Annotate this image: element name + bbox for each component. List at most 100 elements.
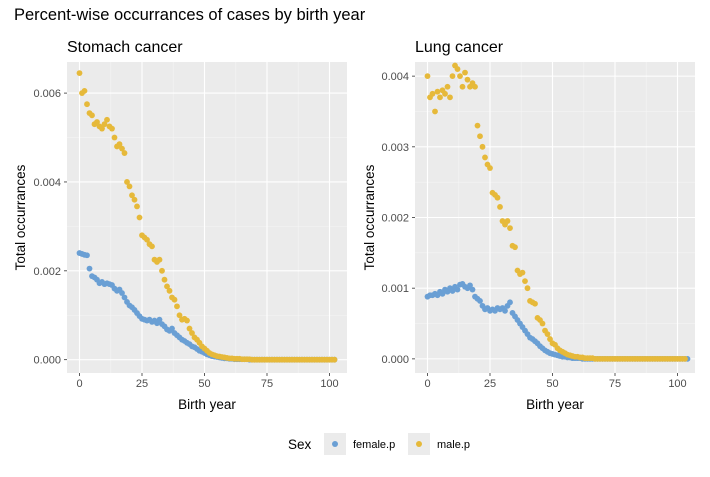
- y-tick-label: 0.000: [381, 354, 409, 366]
- data-point-male-p: [76, 70, 83, 77]
- x-axis-label: Birth year: [526, 397, 584, 412]
- data-point-male-p: [166, 287, 173, 294]
- legend-label-female: female.p: [353, 439, 395, 451]
- y-tick-label: 0.004: [33, 177, 61, 189]
- data-point-male-p: [99, 125, 105, 132]
- data-points: [76, 70, 338, 363]
- x-tick-label: 50: [546, 378, 558, 390]
- data-point-male-p: [464, 76, 471, 83]
- data-point-female-p: [121, 294, 128, 301]
- x-tick-labels: 0 25 50 75 100: [76, 373, 339, 390]
- data-point-female-p: [507, 299, 513, 306]
- data-point-male-p: [126, 183, 133, 190]
- data-point-male-p: [156, 256, 163, 263]
- x-axis-label: Birth year: [178, 397, 236, 412]
- data-point-male-p: [189, 330, 195, 336]
- data-point-male-p: [131, 196, 138, 203]
- data-point-male-p: [176, 312, 183, 319]
- data-point-male-p: [522, 278, 528, 285]
- y-tick-label: 0.002: [381, 213, 409, 225]
- y-axis-label: Total occurrances: [362, 164, 377, 270]
- data-point-female-p: [119, 290, 125, 296]
- data-point-male-p: [429, 90, 436, 97]
- data-point-male-p: [116, 141, 123, 148]
- data-point-male-p: [437, 94, 443, 101]
- data-point-male-p: [434, 88, 441, 95]
- data-point-female-p: [467, 282, 473, 289]
- x-tick-label: 0: [76, 378, 82, 390]
- data-point-male-p: [101, 121, 108, 128]
- data-point-male-p: [512, 244, 518, 251]
- data-point-male-p: [111, 134, 118, 141]
- data-point-female-p: [84, 252, 90, 259]
- data-point-female-p: [477, 298, 483, 304]
- data-point-male-p: [447, 94, 453, 101]
- data-point-male-p: [174, 303, 180, 310]
- y-tick-label: 0.006: [33, 88, 61, 100]
- x-tick-label: 0: [424, 378, 430, 390]
- data-point-male-p: [109, 125, 115, 132]
- x-tick-label: 75: [609, 378, 621, 390]
- data-point-male-p: [119, 145, 125, 152]
- y-tick-label: 0.003: [381, 142, 409, 154]
- data-point-male-p: [507, 225, 513, 232]
- data-point-male-p: [444, 83, 451, 90]
- data-point-male-p: [184, 317, 190, 324]
- x-tick-label: 75: [261, 378, 273, 390]
- data-point-male-p: [472, 83, 478, 90]
- y-tick-label: 0.000: [33, 355, 61, 367]
- data-point-male-p: [136, 214, 143, 221]
- data-point-female-p: [169, 325, 175, 332]
- data-point-male-p: [682, 355, 688, 362]
- data-point-male-p: [171, 296, 178, 303]
- data-point-male-p: [94, 119, 100, 125]
- panel-title: Stomach cancer: [67, 39, 183, 56]
- data-point-female-p: [502, 307, 508, 314]
- data-point-male-p: [144, 236, 150, 243]
- y-axis-label: Total occurrances: [13, 164, 28, 270]
- data-point-male-p: [84, 101, 90, 108]
- data-point-male-p: [129, 192, 135, 199]
- x-tick-label: 100: [668, 378, 686, 390]
- y-tick-label: 0.001: [381, 283, 409, 295]
- x-tick-label: 100: [320, 378, 338, 390]
- data-point-female-p: [469, 286, 476, 293]
- gridlines: [415, 62, 695, 373]
- data-point-male-p: [494, 194, 501, 201]
- data-point-male-p: [524, 285, 531, 292]
- panel-lung-cancer: Lung cancer 0.000 0.001 0.002 0.003 0.004 0 2…: [362, 39, 695, 412]
- legend-key-male: [416, 441, 422, 447]
- data-point-male-p: [164, 283, 170, 290]
- data-point-male-p: [519, 269, 526, 276]
- data-point-male-p: [81, 87, 88, 94]
- data-point-male-p: [479, 143, 486, 150]
- data-point-male-p: [544, 331, 551, 338]
- data-point-male-p: [149, 243, 155, 250]
- data-point-male-p: [504, 218, 511, 224]
- data-point-male-p: [477, 133, 483, 140]
- data-point-male-p: [482, 154, 488, 161]
- figure-title: Percent-wise occurrances of cases by bir…: [14, 6, 366, 24]
- data-point-male-p: [532, 300, 538, 307]
- x-tick-labels: 0 25 50 75 100: [424, 373, 687, 390]
- data-point-male-p: [474, 122, 481, 129]
- y-tick-label: 0.004: [381, 71, 409, 83]
- panel-title: Lung cancer: [415, 39, 504, 56]
- data-point-male-p: [134, 203, 140, 210]
- legend-key-female: [332, 441, 338, 447]
- y-tick-label: 0.002: [33, 266, 61, 278]
- data-point-male-p: [331, 356, 338, 363]
- plot-background: [67, 62, 347, 373]
- x-tick-label: 50: [198, 378, 210, 390]
- y-tick-labels: 0.000 0.002 0.004 0.006: [33, 88, 67, 367]
- data-point-male-p: [454, 66, 461, 72]
- legend-title: Sex: [288, 437, 312, 452]
- data-point-male-p: [442, 90, 448, 97]
- data-point-female-p: [449, 288, 456, 294]
- data-point-male-p: [124, 179, 130, 185]
- data-point-male-p: [89, 112, 95, 119]
- x-tick-label: 25: [484, 378, 496, 390]
- data-point-male-p: [457, 73, 463, 80]
- data-point-male-p: [159, 267, 165, 274]
